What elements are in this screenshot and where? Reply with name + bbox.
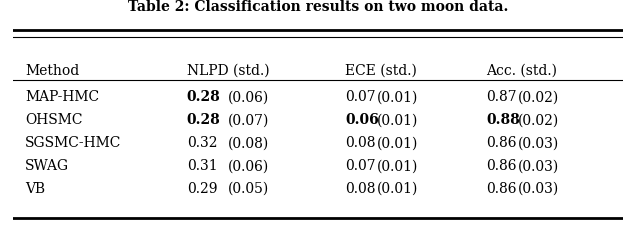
Text: 0.29: 0.29: [187, 181, 218, 195]
Text: 0.86: 0.86: [486, 158, 516, 173]
Text: (0.01): (0.01): [377, 158, 418, 173]
Text: (0.01): (0.01): [377, 181, 418, 195]
Text: 0.31: 0.31: [187, 158, 218, 173]
Text: (0.02): (0.02): [518, 90, 559, 104]
Text: (0.07): (0.07): [228, 113, 270, 127]
Text: (0.03): (0.03): [518, 158, 559, 173]
Text: SGSMC-HMC: SGSMC-HMC: [25, 136, 121, 150]
Text: 0.86: 0.86: [486, 136, 516, 150]
Text: SWAG: SWAG: [25, 158, 69, 173]
Text: (0.05): (0.05): [228, 181, 270, 195]
Text: Table 2: Classification results on two moon data.: Table 2: Classification results on two m…: [128, 0, 508, 14]
Text: (0.01): (0.01): [377, 136, 418, 150]
Text: Acc. (std.): Acc. (std.): [486, 63, 557, 77]
Text: 0.28: 0.28: [187, 90, 221, 104]
Text: (0.08): (0.08): [228, 136, 270, 150]
Text: 0.06: 0.06: [345, 113, 379, 127]
Text: 0.87: 0.87: [486, 90, 516, 104]
Text: (0.01): (0.01): [377, 90, 418, 104]
Text: ECE (std.): ECE (std.): [345, 63, 417, 77]
Text: 0.07: 0.07: [345, 158, 376, 173]
Text: 0.08: 0.08: [345, 181, 376, 195]
Text: (0.06): (0.06): [228, 90, 270, 104]
Text: MAP-HMC: MAP-HMC: [25, 90, 99, 104]
Text: (0.01): (0.01): [377, 113, 418, 127]
Text: (0.03): (0.03): [518, 136, 559, 150]
Text: 0.07: 0.07: [345, 90, 376, 104]
Text: Method: Method: [25, 63, 79, 77]
Text: (0.02): (0.02): [518, 113, 559, 127]
Text: (0.03): (0.03): [518, 181, 559, 195]
Text: OHSMC: OHSMC: [25, 113, 83, 127]
Text: 0.08: 0.08: [345, 136, 376, 150]
Text: 0.32: 0.32: [187, 136, 218, 150]
Text: NLPD (std.): NLPD (std.): [187, 63, 270, 77]
Text: 0.28: 0.28: [187, 113, 221, 127]
Text: (0.06): (0.06): [228, 158, 270, 173]
Text: 0.86: 0.86: [486, 181, 516, 195]
Text: 0.88: 0.88: [486, 113, 520, 127]
Text: VB: VB: [25, 181, 45, 195]
